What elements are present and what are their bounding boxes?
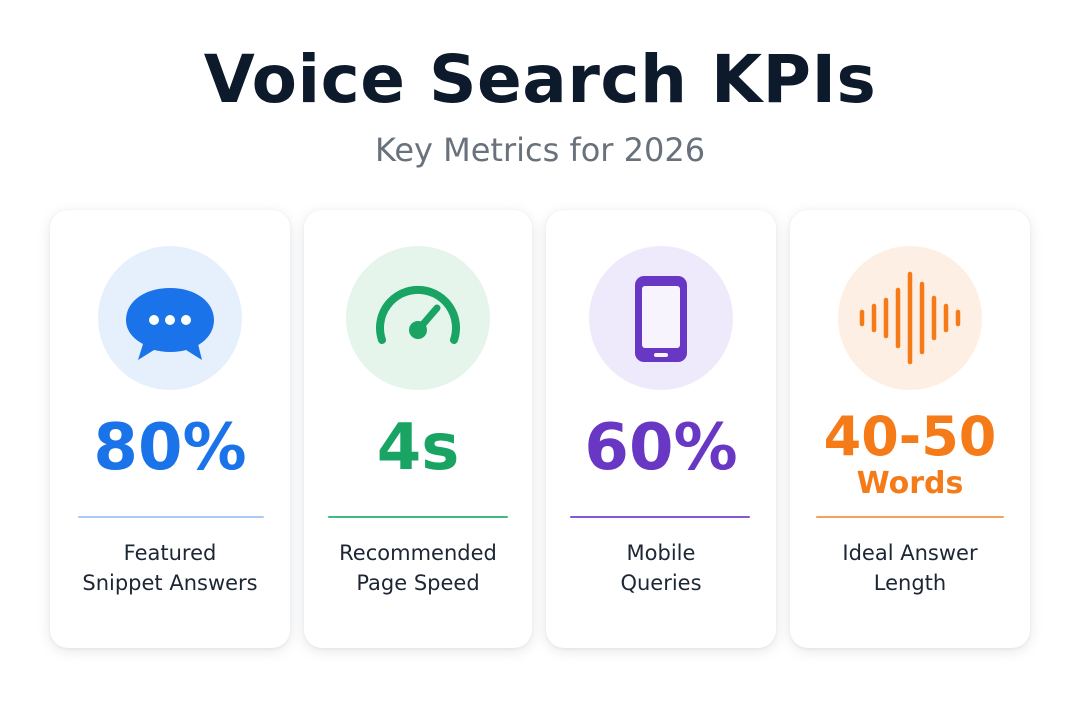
kpi-label: Featured Snippet Answers — [60, 538, 280, 598]
kpi-card-featured-snippets: 80% Featured Snippet Answers — [50, 210, 290, 648]
kpi-label-line: Queries — [620, 571, 702, 595]
kpi-value: 60% — [584, 411, 738, 485]
kpi-label: Mobile Queries — [556, 538, 766, 598]
kpi-label-line: Mobile — [626, 541, 696, 565]
kpi-value: 40-50 — [823, 405, 997, 468]
kpi-card-answer-length: 40-50 Words Ideal Answer Length — [790, 210, 1030, 648]
kpi-value: 4s — [376, 411, 460, 485]
kpi-value: 80% — [93, 411, 247, 485]
chat-bubble-icon — [98, 246, 242, 390]
card-divider — [78, 516, 264, 518]
kpi-label-line: Snippet Answers — [82, 571, 258, 595]
card-divider — [570, 516, 750, 518]
kpi-value-unit: Words — [856, 466, 964, 501]
speedometer-icon — [346, 246, 490, 390]
kpi-label: Ideal Answer Length — [800, 538, 1020, 598]
kpi-label: Recommended Page Speed — [314, 538, 522, 598]
page-subtitle: Key Metrics for 2026 — [374, 131, 706, 169]
card-divider — [816, 516, 1004, 518]
card-divider — [328, 516, 508, 518]
smartphone-icon — [589, 246, 733, 390]
kpi-label-line: Featured — [123, 541, 217, 565]
kpi-label-line: Page Speed — [356, 571, 480, 595]
sound-wave-icon — [838, 246, 982, 390]
kpi-label-line: Recommended — [339, 541, 497, 565]
kpi-card-page-speed: 4s Recommended Page Speed — [304, 210, 532, 648]
kpi-label-line: Ideal Answer — [842, 541, 978, 565]
page-title: Voice Search KPIs — [203, 41, 877, 118]
kpi-cards: 80% Featured Snippet Answers 4s Recommen… — [50, 210, 1030, 648]
kpi-label-line: Length — [873, 571, 947, 595]
kpi-card-mobile-queries: 60% Mobile Queries — [546, 210, 776, 648]
